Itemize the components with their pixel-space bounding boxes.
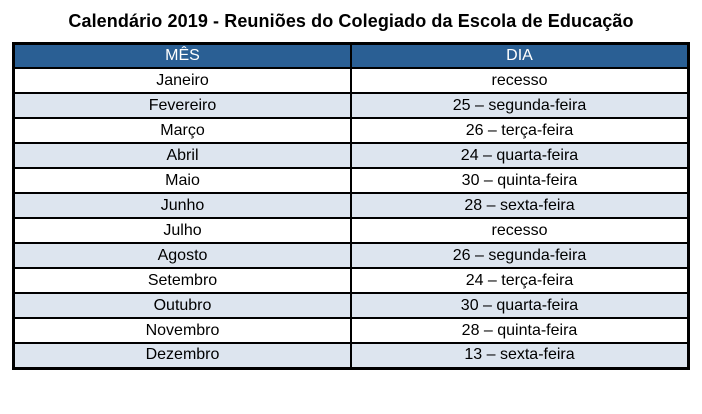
day-cell: 30 – quarta-feira	[350, 292, 690, 320]
month-cell: Junho	[12, 192, 352, 220]
table-row: Setembro 24 – terça-feira	[12, 267, 690, 295]
month-cell: Agosto	[12, 242, 352, 270]
day-cell: 26 – segunda-feira	[350, 242, 690, 270]
table-row: Maio 30 – quinta-feira	[12, 167, 690, 195]
day-cell: recesso	[350, 67, 690, 95]
page-title: Calendário 2019 - Reuniões do Colegiado …	[68, 11, 634, 31]
day-cell: 30 – quinta-feira	[350, 167, 690, 195]
day-cell: 28 – sexta-feira	[350, 192, 690, 220]
table-row: Novembro 28 – quinta-feira	[12, 317, 690, 345]
month-cell: Julho	[12, 217, 352, 245]
table-row: Março 26 – terça-feira	[12, 117, 690, 145]
day-cell: recesso	[350, 217, 690, 245]
table-row: Janeiro recesso	[12, 67, 690, 95]
table-row: Fevereiro 25 – segunda-feira	[12, 92, 690, 120]
table-body: Janeiro recesso Fevereiro 25 – segunda-feir…	[12, 67, 690, 370]
day-cell: 26 – terça-feira	[350, 117, 690, 145]
table-row: Agosto 26 – segunda-feira	[12, 242, 690, 270]
table-row: Outubro 30 – quarta-feira	[12, 292, 690, 320]
table-row: Junho 28 – sexta-feira	[12, 192, 690, 220]
column-header-dia: DIA	[350, 42, 690, 70]
month-cell: Setembro	[12, 267, 352, 295]
month-cell: Janeiro	[12, 67, 352, 95]
month-cell: Novembro	[12, 317, 352, 345]
day-cell: 24 – terça-feira	[350, 267, 690, 295]
month-cell: Abril	[12, 142, 352, 170]
day-cell: 25 – segunda-feira	[350, 92, 690, 120]
table-row: Abril 24 – quarta-feira	[12, 142, 690, 170]
day-cell: 13 – sexta-feira	[350, 342, 690, 370]
month-cell: Outubro	[12, 292, 352, 320]
month-cell: Dezembro	[12, 342, 352, 370]
day-cell: 28 – quinta-feira	[350, 317, 690, 345]
month-cell: Março	[12, 117, 352, 145]
table-row: Dezembro 13 – sexta-feira	[12, 342, 690, 370]
table-row: Julho recesso	[12, 217, 690, 245]
month-cell: Maio	[12, 167, 352, 195]
month-cell: Fevereiro	[12, 92, 352, 120]
day-cell: 24 – quarta-feira	[350, 142, 690, 170]
column-header-mes: MÊS	[12, 42, 352, 70]
table-header-row: MÊS DIA	[12, 42, 690, 70]
calendar-table: MÊS DIA Janeiro recesso Fevereiro 25 – segu…	[12, 41, 690, 370]
